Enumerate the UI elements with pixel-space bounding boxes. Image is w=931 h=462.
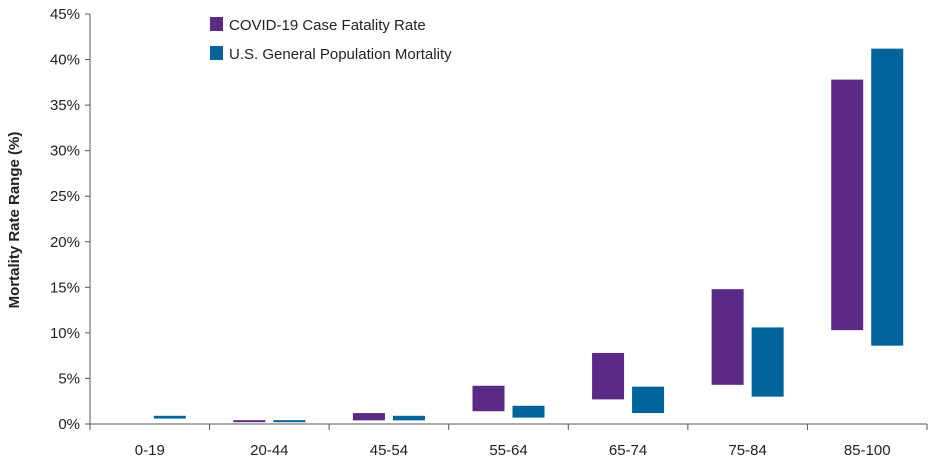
y-tick-label: 35% (50, 97, 80, 114)
x-tick-label: 20-44 (250, 442, 288, 459)
bars (153, 48, 904, 423)
y-tick-label: 0% (58, 416, 80, 433)
range-bar-population (153, 415, 186, 419)
x-tick-label: 0-19 (135, 442, 165, 459)
x-tick-label: 65-74 (609, 442, 647, 459)
y-tick-label: 15% (50, 279, 80, 296)
range-bar-population (751, 327, 784, 397)
x-axis: 0-19 20-44 45-54 55-64 65-74 75-84 85-100 (89, 423, 928, 459)
y-axis-title: Mortality Rate Range (%) (6, 132, 23, 309)
range-bar-covid (711, 289, 744, 385)
y-tick-label: 30% (50, 143, 80, 160)
range-bar-covid (352, 413, 385, 421)
legend-label: U.S. General Population Mortality (229, 46, 452, 63)
range-bar-population (392, 415, 425, 421)
legend-swatch (210, 46, 223, 60)
range-bar-population (512, 405, 545, 418)
y-tick-label: 45% (50, 6, 80, 23)
legend: COVID-19 Case Fatality Rate U.S. General … (210, 17, 452, 63)
y-tick-label: 40% (50, 52, 80, 69)
range-bar-covid (472, 385, 505, 412)
x-tick-label: 45-54 (370, 442, 408, 459)
range-bar-covid (592, 352, 625, 400)
y-tick-label: 10% (50, 325, 80, 342)
x-tick-label: 75-84 (728, 442, 766, 459)
y-tick-label: 20% (50, 234, 80, 251)
legend-label: COVID-19 Case Fatality Rate (229, 17, 426, 34)
y-tick-label: 5% (58, 370, 80, 387)
range-bar-covid (831, 79, 864, 331)
range-bar-population (871, 48, 904, 346)
x-tick-label: 85-100 (844, 442, 891, 459)
range-bar-covid (233, 420, 266, 423)
range-bar-population (273, 420, 306, 423)
legend-swatch (210, 17, 223, 31)
y-axis: 0% 5% 10% 15% 20% 25% 30% 35% 40% 45% (50, 6, 91, 433)
y-tick-label: 25% (50, 188, 80, 205)
x-tick-label: 55-64 (489, 442, 527, 459)
range-bar-population (632, 386, 665, 414)
